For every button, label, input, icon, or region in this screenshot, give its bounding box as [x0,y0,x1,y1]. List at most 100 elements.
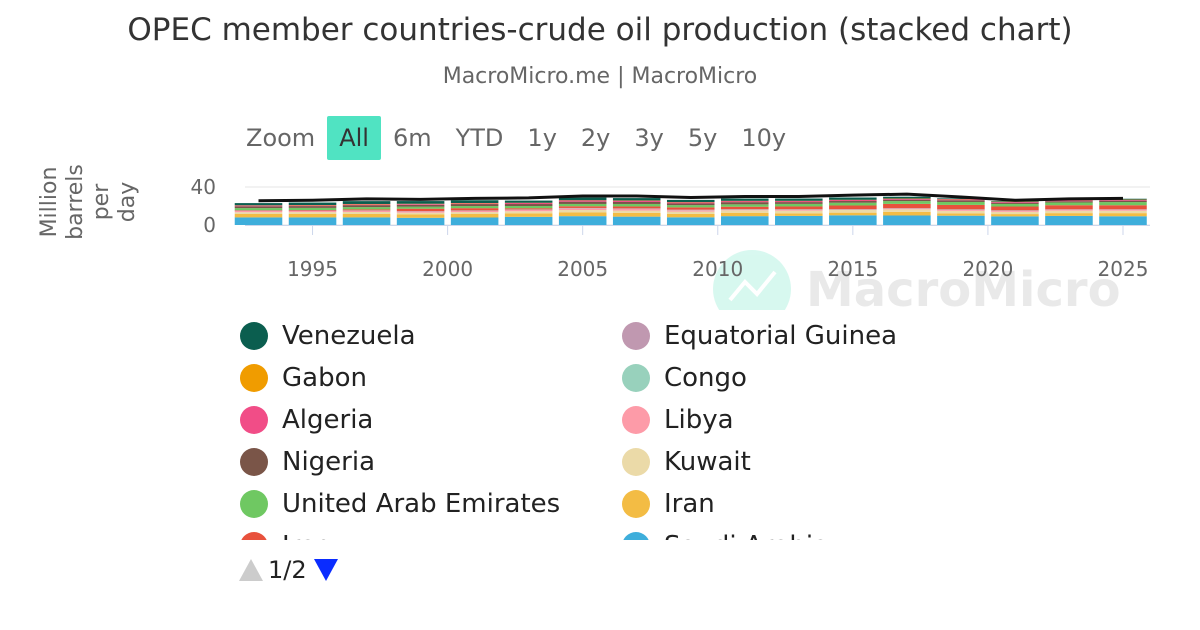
zoom-button[interactable]: 2y [580,124,611,152]
bar-segment [288,217,337,225]
legend-marker [622,490,650,518]
total-line [258,192,1123,203]
bar-segment [666,199,715,203]
bar-segment [396,214,445,218]
legend-item[interactable]: Iran [620,483,958,525]
legend-label: Congo [664,363,747,393]
bar-segment [234,213,283,218]
legend-marker [240,532,268,540]
zoom-button[interactable]: 10y [741,124,787,152]
bar-segment [721,212,769,217]
bar-segment [396,211,445,213]
bar-segment [342,210,391,212]
bar-segment [721,210,769,213]
legend-item[interactable]: Algeria [238,399,620,441]
bar-segment [342,205,391,208]
bar-segment [721,204,769,207]
bar-segment [666,213,715,218]
legend-item[interactable]: United Arab Emirates [238,483,620,525]
bar-segment [666,211,715,214]
bar-segment [234,208,283,211]
bar-segment [288,210,337,213]
x-tick-label: 1995 [287,257,338,281]
bar-segment [937,198,985,200]
watermark: MacroMicro [713,250,1121,310]
bar-segment [396,208,445,212]
legend-item[interactable]: Iraq [238,525,620,540]
bar-segment [558,209,607,213]
bar-segment [883,201,931,204]
bar-segment [1045,215,1093,225]
chart-subtitle: MacroMicro.me | MacroMicro [442,64,758,89]
watermark-icon [728,270,777,302]
legend-item[interactable]: Nigeria [238,441,620,483]
zoom-button[interactable]: YTD [455,124,504,152]
bar-segment [504,213,553,217]
bar-segment [450,212,499,214]
y-tick-label: 40 [191,175,216,199]
bar-segment [612,201,661,204]
zoom-button[interactable]: All [327,116,381,160]
bar-segment [721,202,769,205]
bar-segment [558,216,607,225]
legend-marker [622,448,650,476]
chart-title: OPEC member countries-crude oil producti… [127,12,1073,48]
bar-segment [937,213,985,216]
bar-segment [342,209,391,211]
bar-segment [612,206,661,209]
legend-item[interactable]: Gabon [238,357,620,399]
bar-segment [775,213,823,216]
bar-segment [883,198,931,200]
bar-segment [829,201,877,203]
bar-segment [450,217,499,225]
bar-segment [829,202,877,206]
legend-item[interactable]: Kuwait [620,441,958,483]
zoom-button[interactable]: 3y [634,124,664,152]
bar-segment [288,206,337,208]
bar-segment [288,205,337,207]
bar-segment [937,200,985,202]
pager-down[interactable] [313,558,339,582]
bar-segment [612,198,661,201]
bar-segment [234,203,283,206]
bar-segment [991,203,1039,207]
legend-label: United Arab Emirates [282,489,561,519]
zoom-button[interactable]: 5y [687,124,718,152]
bar-segment [342,217,391,225]
legend-label: Kuwait [664,447,751,477]
zoom-label: Zoom [246,124,316,152]
bar-segment [612,210,661,213]
legend-item[interactable]: Saudi Arabia [620,525,958,540]
bar-segment [504,200,553,203]
bar-segment [721,201,769,203]
pager-up[interactable] [238,558,264,582]
legend-item[interactable]: Venezuela [238,315,620,357]
legend-label: Iraq [282,531,333,540]
bar-segment [666,217,715,225]
bar-segment [504,206,553,209]
bar-segment [1045,200,1093,202]
bar-segment [234,217,283,225]
zoom-button[interactable]: 1y [527,124,557,152]
bar-segment [450,204,499,207]
legend-label: Venezuela [282,321,416,351]
pager-text: 1/2 [268,556,307,584]
bar-segment [666,210,715,212]
bar-segment [883,211,931,216]
legend-item[interactable]: Equatorial Guinea [620,315,958,357]
legend-marker [622,406,650,434]
legend-marker [622,322,650,350]
x-tick-label: 2015 [827,257,878,281]
bar-segment [504,209,553,212]
x-tick-label: 2000 [422,257,473,281]
bar-segment [612,203,661,207]
bar-segment [396,217,445,225]
legend-item[interactable]: Congo [620,357,958,399]
bar-segment [558,200,607,202]
zoom-button[interactable]: 6m [392,124,432,152]
plot-area [234,186,1150,235]
bar-segment [558,206,607,208]
legend-item[interactable]: Libya [620,399,958,441]
legend-marker [240,448,268,476]
